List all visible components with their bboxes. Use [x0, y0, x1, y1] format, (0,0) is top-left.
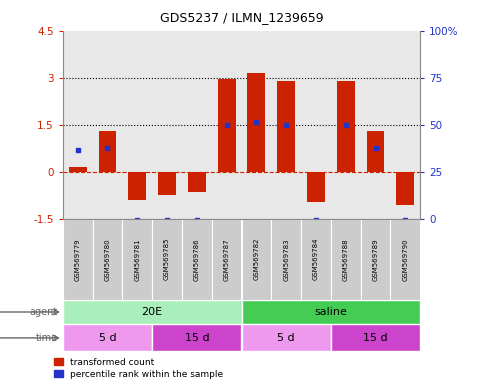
Bar [63, 324, 152, 351]
Text: 5 d: 5 d [277, 333, 295, 343]
Text: 20E: 20E [142, 307, 163, 317]
Bar [242, 324, 331, 351]
Bar [128, 172, 146, 200]
Text: GSM569788: GSM569788 [343, 238, 349, 281]
Bar [158, 172, 176, 195]
Bar [331, 324, 420, 351]
Text: GSM569787: GSM569787 [224, 238, 229, 281]
Text: time: time [36, 333, 58, 343]
Bar [390, 219, 420, 300]
Legend: transformed count, percentile rank within the sample: transformed count, percentile rank withi… [53, 357, 224, 379]
Bar [212, 219, 242, 300]
Text: GSM569790: GSM569790 [402, 238, 408, 281]
Bar [397, 172, 414, 205]
Text: GSM569789: GSM569789 [372, 238, 379, 281]
Bar [152, 219, 182, 300]
Bar [331, 219, 361, 300]
Bar [182, 219, 212, 300]
Bar [242, 300, 420, 324]
Bar [271, 219, 301, 300]
Bar [301, 219, 331, 300]
Text: GDS5237 / ILMN_1239659: GDS5237 / ILMN_1239659 [160, 12, 323, 25]
Text: agent: agent [30, 307, 58, 317]
Text: GSM569785: GSM569785 [164, 238, 170, 280]
Bar [337, 81, 355, 172]
Text: 15 d: 15 d [363, 333, 388, 343]
Text: GSM569780: GSM569780 [104, 238, 111, 281]
Bar [367, 131, 384, 172]
Text: 15 d: 15 d [185, 333, 209, 343]
Bar [93, 219, 122, 300]
Text: GSM569783: GSM569783 [283, 238, 289, 281]
Bar [307, 172, 325, 202]
Text: saline: saline [314, 307, 347, 317]
Bar [218, 79, 236, 172]
Text: GSM569781: GSM569781 [134, 238, 140, 281]
Text: GSM569782: GSM569782 [254, 238, 259, 280]
Bar [361, 219, 390, 300]
Bar [122, 219, 152, 300]
Bar [152, 324, 242, 351]
Bar [69, 167, 86, 172]
Text: GSM569779: GSM569779 [75, 238, 81, 281]
Bar [277, 81, 295, 172]
Bar [242, 219, 271, 300]
Bar [63, 300, 242, 324]
Text: GSM569784: GSM569784 [313, 238, 319, 280]
Bar [188, 172, 206, 192]
Text: 5 d: 5 d [99, 333, 116, 343]
Bar [247, 73, 265, 172]
Bar [63, 219, 93, 300]
Text: GSM569786: GSM569786 [194, 238, 200, 281]
Bar [99, 131, 116, 172]
